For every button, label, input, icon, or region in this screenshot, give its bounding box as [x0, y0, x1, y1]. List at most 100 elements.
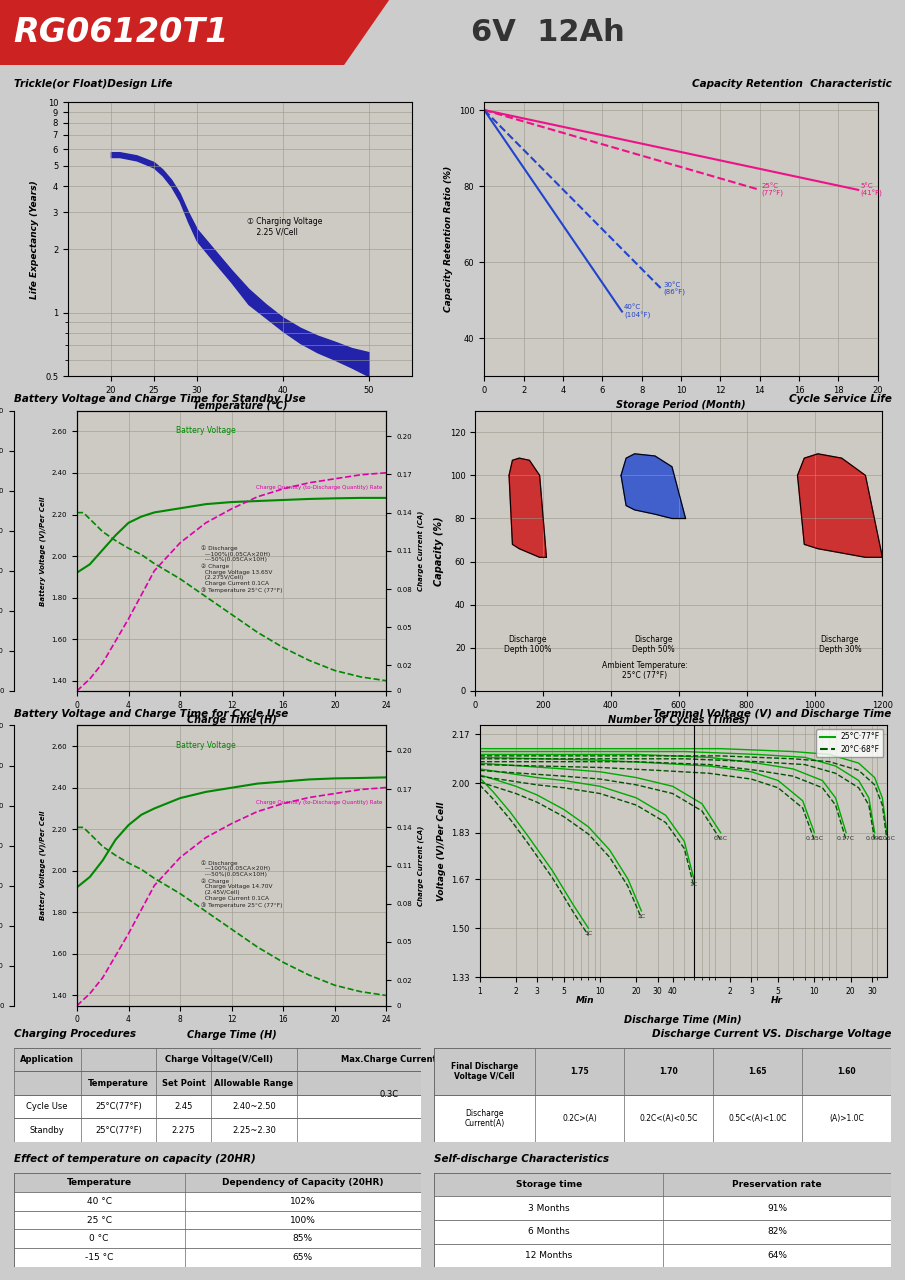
Text: 0.2C<(A)<0.5C: 0.2C<(A)<0.5C [640, 1114, 698, 1123]
Y-axis label: Battery Voltage (V)/Per Cell: Battery Voltage (V)/Per Cell [39, 810, 46, 920]
Text: Application: Application [20, 1055, 74, 1064]
Bar [434, 1094, 891, 1142]
Y-axis label: Life Expectancy (Years): Life Expectancy (Years) [31, 180, 40, 298]
Bar [434, 1220, 891, 1244]
Bar [14, 1230, 421, 1248]
Text: Ambient Temperature:
25°C (77°F): Ambient Temperature: 25°C (77°F) [602, 660, 688, 680]
Text: 6V  12Ah: 6V 12Ah [471, 18, 624, 47]
Text: 0.05C: 0.05C [878, 836, 896, 841]
Bar [434, 1048, 891, 1094]
Y-axis label: Voltage (V)/Per Cell: Voltage (V)/Per Cell [437, 801, 446, 901]
Text: ① Discharge
  —100%(0.05CA×20H)
  ---50%(0.05CA×10H)
② Charge
  Charge Voltage 1: ① Discharge —100%(0.05CA×20H) ---50%(0.0… [201, 860, 282, 908]
Bar [14, 1071, 421, 1094]
Bar [434, 1244, 891, 1267]
Text: 30°C
(86°F): 30°C (86°F) [663, 282, 685, 296]
Bar [14, 1119, 421, 1142]
Text: 6 Months: 6 Months [528, 1228, 569, 1236]
Text: 2.25~2.30: 2.25~2.30 [232, 1126, 276, 1135]
Bar [434, 1197, 891, 1220]
Text: ① Charging Voltage
    2.25 V/Cell: ① Charging Voltage 2.25 V/Cell [247, 218, 322, 237]
Y-axis label: Battery Voltage (V)/Per Cell: Battery Voltage (V)/Per Cell [39, 497, 46, 605]
Text: Min: Min [576, 996, 595, 1005]
Text: 82%: 82% [767, 1228, 787, 1236]
Text: 102%: 102% [290, 1197, 316, 1206]
Text: 1.65: 1.65 [748, 1066, 767, 1075]
Y-axis label: Charge Current (CA): Charge Current (CA) [417, 826, 424, 906]
Text: Cycle Service Life: Cycle Service Life [788, 394, 891, 404]
Text: Charge Quantity (to-Discharge Quantity) Rate: Charge Quantity (to-Discharge Quantity) … [256, 485, 383, 490]
Text: Terminal Voltage (V) and Discharge Time: Terminal Voltage (V) and Discharge Time [653, 709, 891, 719]
Y-axis label: Charge Current (CA): Charge Current (CA) [417, 511, 424, 591]
Text: 0 °C: 0 °C [90, 1234, 109, 1243]
Text: Battery Voltage: Battery Voltage [176, 426, 235, 435]
Text: -15 °C: -15 °C [85, 1253, 113, 1262]
Polygon shape [0, 0, 389, 65]
Bar [14, 1094, 421, 1119]
Y-axis label: Capacity (%): Capacity (%) [434, 516, 444, 586]
Text: 0.2C>(A): 0.2C>(A) [562, 1114, 597, 1123]
Text: 1.60: 1.60 [837, 1066, 856, 1075]
Text: 40 °C: 40 °C [87, 1197, 111, 1206]
Text: Cycle Use: Cycle Use [26, 1102, 68, 1111]
Text: 91%: 91% [767, 1203, 787, 1212]
Text: Charge Quantity (to-Discharge Quantity) Rate: Charge Quantity (to-Discharge Quantity) … [256, 800, 383, 805]
Text: 0.09C: 0.09C [865, 836, 884, 841]
Text: 5°C
(41°F): 5°C (41°F) [860, 183, 882, 197]
Text: 25°C
(77°F): 25°C (77°F) [762, 183, 784, 197]
Text: Max.Charge Current: Max.Charge Current [341, 1055, 437, 1064]
Text: 1C: 1C [690, 882, 698, 887]
X-axis label: Number of Cycles (Times): Number of Cycles (Times) [608, 716, 749, 726]
Text: Hr: Hr [771, 996, 783, 1005]
Text: 2.45: 2.45 [175, 1102, 193, 1111]
Polygon shape [509, 458, 547, 557]
Text: Discharge
Depth 30%: Discharge Depth 30% [819, 635, 862, 654]
Text: Discharge
Current(A): Discharge Current(A) [464, 1108, 505, 1128]
Text: Battery Voltage: Battery Voltage [176, 741, 235, 750]
Text: 25°C(77°F): 25°C(77°F) [95, 1102, 142, 1111]
Text: Set Point: Set Point [162, 1079, 205, 1088]
X-axis label: Storage Period (Month): Storage Period (Month) [616, 401, 746, 411]
Text: Temperature: Temperature [88, 1079, 149, 1088]
Text: 1.70: 1.70 [659, 1066, 678, 1075]
Text: 0.5C<(A)<1.0C: 0.5C<(A)<1.0C [729, 1114, 787, 1123]
Polygon shape [797, 454, 882, 557]
Text: Trickle(or Float)Design Life: Trickle(or Float)Design Life [14, 79, 172, 90]
Text: Temperature: Temperature [67, 1178, 131, 1187]
Text: Discharge Current VS. Discharge Voltage: Discharge Current VS. Discharge Voltage [652, 1029, 891, 1038]
Text: 2.40~2.50: 2.40~2.50 [232, 1102, 276, 1111]
Text: Discharge
Depth 100%: Discharge Depth 100% [504, 635, 551, 654]
Text: 3 Months: 3 Months [528, 1203, 569, 1212]
Text: 2C: 2C [637, 914, 645, 919]
Legend: 25°C·77°F, 20°C·68°F: 25°C·77°F, 20°C·68°F [816, 730, 883, 758]
Text: 25°C(77°F): 25°C(77°F) [95, 1126, 142, 1135]
Text: (A)>1.0C: (A)>1.0C [830, 1114, 864, 1123]
X-axis label: Charge Time (H): Charge Time (H) [186, 1030, 277, 1039]
Text: 1.75: 1.75 [570, 1066, 589, 1075]
Text: Charge Voltage(V/Cell): Charge Voltage(V/Cell) [166, 1055, 273, 1064]
Text: ① Discharge
  —100%(0.05CA×20H)
  ---50%(0.05CA×10H)
② Charge
  Charge Voltage 1: ① Discharge —100%(0.05CA×20H) ---50%(0.0… [201, 545, 282, 593]
Text: Standby: Standby [30, 1126, 64, 1135]
X-axis label: Temperature (°C): Temperature (°C) [193, 401, 287, 411]
Text: Storage time: Storage time [516, 1180, 582, 1189]
Text: 12 Months: 12 Months [525, 1251, 572, 1260]
Text: RG06120T1: RG06120T1 [14, 17, 229, 49]
Text: 64%: 64% [767, 1251, 787, 1260]
Text: 0.17C: 0.17C [837, 836, 855, 841]
Text: Capacity Retention  Characteristic: Capacity Retention Characteristic [691, 79, 891, 90]
Text: 85%: 85% [292, 1234, 313, 1243]
Text: Charging Procedures: Charging Procedures [14, 1029, 136, 1038]
Text: Battery Voltage and Charge Time for Standby Use: Battery Voltage and Charge Time for Stan… [14, 394, 305, 404]
Text: 65%: 65% [292, 1253, 313, 1262]
Text: Final Discharge
Voltage V/Cell: Final Discharge Voltage V/Cell [451, 1061, 519, 1082]
Text: 2.275: 2.275 [172, 1126, 195, 1135]
Text: 0.25C: 0.25C [805, 836, 824, 841]
Bar [14, 1172, 421, 1192]
Text: Battery Voltage and Charge Time for Cycle Use: Battery Voltage and Charge Time for Cycl… [14, 709, 288, 719]
Text: 40°C
(104°F): 40°C (104°F) [624, 305, 651, 319]
Bar [14, 1248, 421, 1267]
Text: 100%: 100% [290, 1216, 316, 1225]
Bar [14, 1211, 421, 1230]
Text: Discharge
Depth 50%: Discharge Depth 50% [632, 635, 674, 654]
Text: 3C: 3C [585, 932, 593, 937]
Text: Preservation rate: Preservation rate [732, 1180, 822, 1189]
